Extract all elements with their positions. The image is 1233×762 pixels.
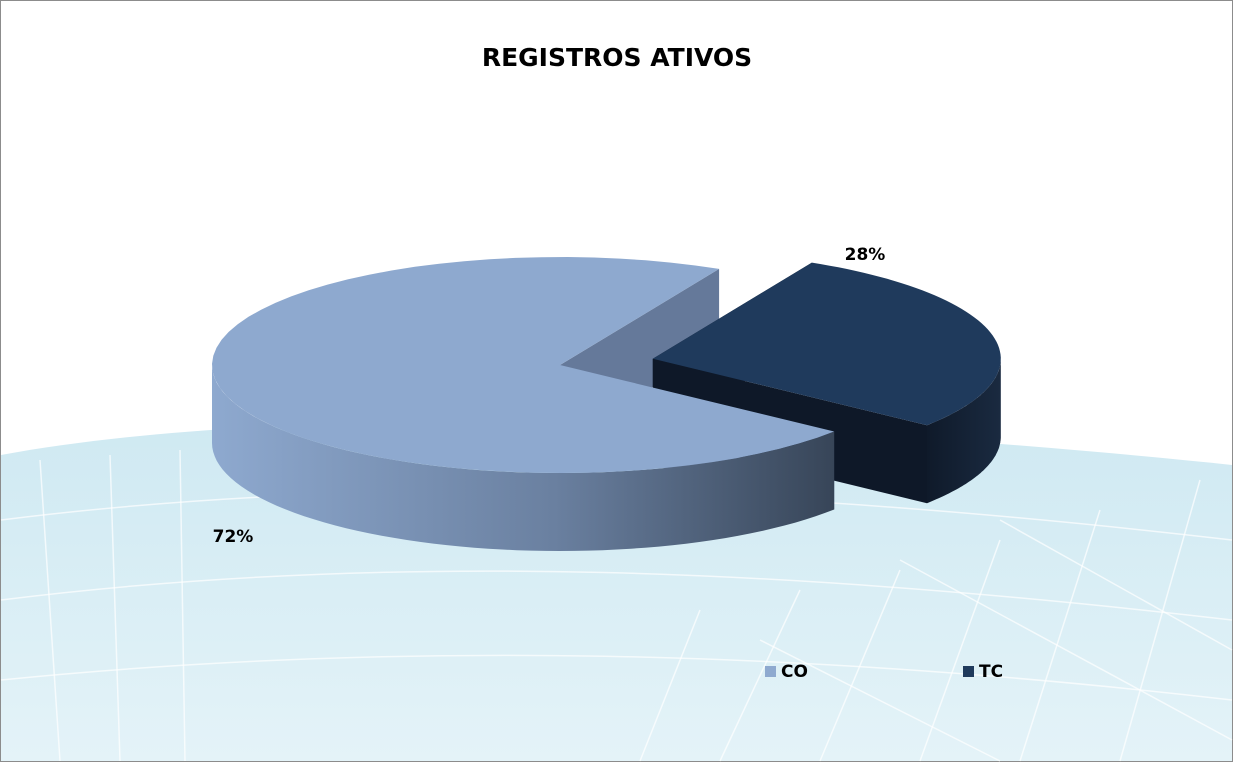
legend-swatch [963, 666, 974, 677]
legend-label: TC [979, 662, 1003, 682]
slice-side [927, 358, 1001, 504]
data-label: 72% [213, 527, 254, 547]
chart-title: REGISTROS ATIVOS [482, 43, 752, 72]
data-label: 28% [845, 245, 886, 265]
slice [652, 262, 1001, 426]
legend-label: CO [781, 662, 808, 682]
slice [212, 257, 835, 473]
legend-swatch [765, 666, 776, 677]
slice-side [212, 365, 835, 551]
pie [212, 257, 1001, 551]
